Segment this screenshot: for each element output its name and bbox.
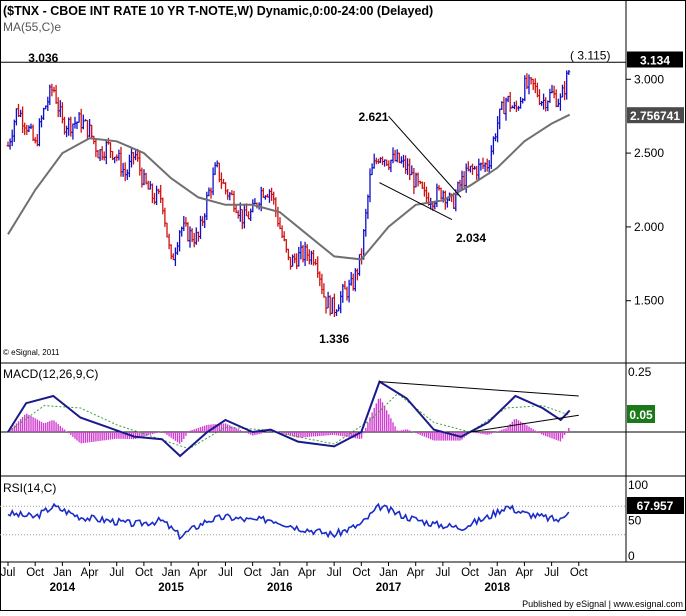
price-tick-label: 2.500	[634, 146, 664, 160]
rsi-tick-label: 100	[628, 478, 648, 492]
moving-average-line	[7, 113, 571, 261]
time-month-label: Jan	[488, 567, 507, 579]
time-month-label: Oct	[244, 567, 263, 579]
rsi-title: RSI(14,C)	[3, 481, 56, 495]
time-month-label: Jan	[379, 567, 398, 579]
time-year-label: 2014	[50, 582, 76, 594]
rsi-value-label: 67.957	[637, 499, 674, 513]
time-month-label: Oct	[135, 567, 154, 579]
rsi-value-badge	[627, 497, 684, 514]
price-tick-label: 1.500	[634, 294, 664, 308]
time-month-label: Apr	[81, 567, 99, 579]
time-month-label: Jul	[218, 567, 233, 579]
time-year-label: 2015	[158, 582, 184, 594]
macd-line	[7, 380, 571, 458]
price-annotation-label: 1.336	[319, 332, 349, 346]
time-year-label: 2017	[376, 582, 402, 594]
time-month-label: Jan	[271, 567, 290, 579]
time-axis: Jul Oct Jan Apr Jul Oct Jan Apr Jul Oct Jan Apr Jul O…	[1, 562, 589, 594]
time-month-label: Jul	[436, 567, 451, 579]
last-price-badge	[627, 51, 683, 68]
resistance-label: ( 3.115)	[570, 48, 610, 62]
macd-signal-line	[7, 392, 570, 450]
rsi-tick-label: 0	[628, 549, 635, 563]
macd-pane[interactable]: MACD(12,26,9,C) 0.25 0.05	[0, 365, 686, 458]
time-month-label: Oct	[26, 567, 45, 579]
time-year-label: 2016	[267, 582, 293, 594]
ma-value-label: 2.756741	[630, 109, 680, 123]
time-month-label: Oct	[352, 567, 371, 579]
time-month-label: Jan	[53, 567, 72, 579]
time-month-label: Apr	[407, 567, 425, 579]
macd-value-badge	[627, 405, 655, 423]
rsi-tick-label: 50	[628, 514, 642, 528]
wedge-upper-trendline	[388, 115, 462, 198]
rsi-line	[7, 502, 570, 541]
time-month-label: Jan	[162, 567, 181, 579]
time-month-label: Oct	[570, 567, 589, 579]
published-footer: Published by eSignal | www.esignal.com	[522, 599, 683, 609]
time-month-label: Jul	[544, 567, 559, 579]
wedge-lower-trendline	[379, 182, 453, 220]
time-year-label: 2018	[484, 582, 510, 594]
copyright-label: © eSignal, 2011	[3, 348, 60, 357]
time-month-label: Jul	[109, 567, 124, 579]
ma-legend: MA(55,C)e	[3, 20, 61, 34]
time-month-label: Oct	[461, 567, 480, 579]
last-price-value: 3.134	[640, 54, 670, 68]
time-month-label: Jul	[327, 567, 342, 579]
price-tick-label: 3.000	[634, 72, 664, 86]
time-month-label: Apr	[515, 567, 533, 579]
macd-value-label: 0.05	[629, 408, 653, 422]
macd-tick-label: 0.25	[628, 365, 652, 379]
time-month-label: Apr	[298, 567, 316, 579]
macd-lower-trendline	[469, 414, 579, 433]
price-annotation-label: 3.036	[28, 51, 58, 65]
price-annotation-label: 2.621	[358, 110, 388, 124]
macd-title: MACD(12,26,9,C)	[3, 367, 98, 381]
ma-value-badge	[627, 107, 684, 124]
price-pane[interactable]: 3.000 2.500 2.000 1.500 ( 3.115) 3.036 2.621 2.…	[0, 48, 684, 346]
macd-upper-trendline	[379, 381, 579, 397]
chart-title: ($TNX - CBOE INT RATE 10 YR T-NOTE,W) Dy…	[3, 4, 433, 18]
rsi-pane[interactable]: RSI(14,C) 100 50 0 67.957	[0, 478, 684, 563]
price-tick-label: 2.000	[634, 220, 664, 234]
time-month-label: Jul	[1, 567, 16, 579]
price-annotation-label: 2.034	[456, 231, 486, 245]
time-month-label: Apr	[189, 567, 207, 579]
